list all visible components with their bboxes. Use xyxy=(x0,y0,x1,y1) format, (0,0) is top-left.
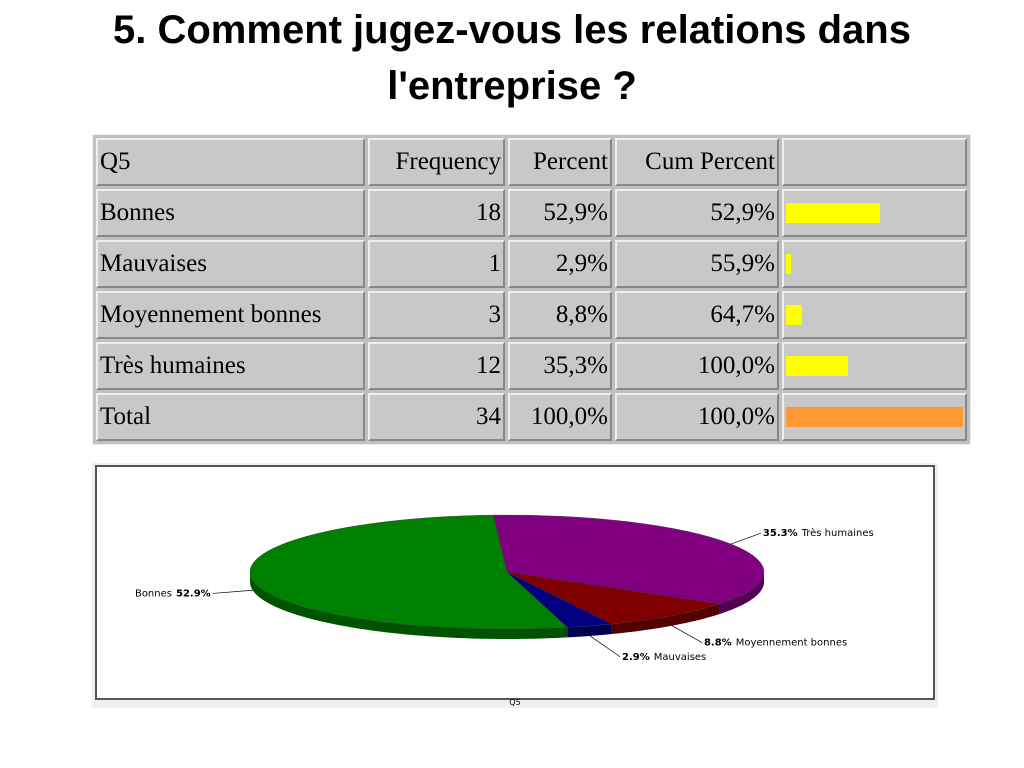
header-cell: Frequency xyxy=(368,138,505,186)
table-row: Total 34 100,0% 100,0% xyxy=(96,393,967,441)
cum-percent-cell: 64,7% xyxy=(615,291,779,339)
header-cell: Cum Percent xyxy=(615,138,779,186)
slice-value: 52.9% xyxy=(176,588,211,599)
bar-cell xyxy=(782,240,967,288)
pie-chart: Q5 Bonnes 52.9% 2.9% Mauvaises 8.8% Moyenneme… xyxy=(95,465,935,707)
slide-title: 5. Comment jugez-vous les relations dans… xyxy=(113,8,911,108)
percent-cell: 35,3% xyxy=(508,342,612,390)
percent-bar xyxy=(786,254,792,274)
header-row: Q5 Frequency Percent Cum Percent xyxy=(96,138,967,186)
slice-label: Bonnes 52.9% xyxy=(135,588,211,599)
slice-category: Très humaines xyxy=(801,527,874,539)
pie-side xyxy=(719,572,764,615)
frequency-table: Q5 Frequency Percent Cum Percent Bonnes 18 52,… xyxy=(92,134,971,445)
cum-percent-cell: 100,0% xyxy=(615,342,779,390)
slice-value: 2.9% xyxy=(622,652,650,663)
chart-panel: Q5 Bonnes 52.9% 2.9% Mauvaises 8.8% Moyenneme… xyxy=(92,463,938,708)
percent-cell: 2,9% xyxy=(508,240,612,288)
table-row: Très humaines 12 35,3% 100,0% xyxy=(96,342,967,390)
leader-line xyxy=(671,625,703,643)
pie-side xyxy=(567,624,612,638)
cum-percent-cell: 55,9% xyxy=(615,240,779,288)
slice-category: Bonnes xyxy=(135,588,172,599)
pie-tops xyxy=(249,514,765,630)
frequency-cell: 1 xyxy=(368,240,505,288)
percent-bar xyxy=(786,356,849,376)
row-label: Moyennement bonnes xyxy=(96,291,365,339)
frequency-cell: 12 xyxy=(368,342,505,390)
pie-side xyxy=(250,572,568,639)
percent-bar xyxy=(786,407,963,427)
percent-cell: 52,9% xyxy=(508,189,612,237)
frequency-cell: 18 xyxy=(368,189,505,237)
slice-category: Mauvaises xyxy=(654,652,707,663)
pie-slice xyxy=(493,514,765,605)
row-label: Bonnes xyxy=(96,189,365,237)
percent-cell: 100,0% xyxy=(508,393,612,441)
percent-bar xyxy=(786,203,880,223)
percent-cell: 8,8% xyxy=(508,291,612,339)
row-label: Très humaines xyxy=(96,342,365,390)
percent-bar xyxy=(786,305,802,325)
slice-category: Moyennement bonnes xyxy=(736,638,847,649)
slice-label: 35.3% Très humaines xyxy=(763,527,874,539)
bar-cell xyxy=(782,342,967,390)
chart-x-label: Q5 xyxy=(509,698,520,707)
frequency-cell: 3 xyxy=(368,291,505,339)
cum-percent-cell: 52,9% xyxy=(615,189,779,237)
table-row: Bonnes 18 52,9% 52,9% xyxy=(96,189,967,237)
header-cell: Percent xyxy=(508,138,612,186)
bar-cell xyxy=(782,393,967,441)
bar-cell xyxy=(782,291,967,339)
leader-line xyxy=(589,635,621,658)
slice-label: 2.9% Mauvaises xyxy=(622,652,706,663)
slice-value: 8.8% xyxy=(704,638,732,649)
header-cell: Q5 xyxy=(96,138,365,186)
row-label: Mauvaises xyxy=(96,240,365,288)
slice-value: 35.3% xyxy=(763,528,798,539)
cum-percent-cell: 100,0% xyxy=(615,393,779,441)
slice-label: 8.8% Moyennement bonnes xyxy=(704,638,847,649)
leader-line xyxy=(212,589,253,594)
leader-line xyxy=(730,532,762,545)
header-cell xyxy=(782,138,967,186)
row-label: Total xyxy=(96,393,365,441)
frequency-cell: 34 xyxy=(368,393,505,441)
bar-cell xyxy=(782,189,967,237)
table-row: Moyennement bonnes 3 8,8% 64,7% xyxy=(96,291,967,339)
table-row: Mauvaises 1 2,9% 55,9% xyxy=(96,240,967,288)
pie-slice xyxy=(249,514,569,630)
pie-slice xyxy=(506,571,720,625)
